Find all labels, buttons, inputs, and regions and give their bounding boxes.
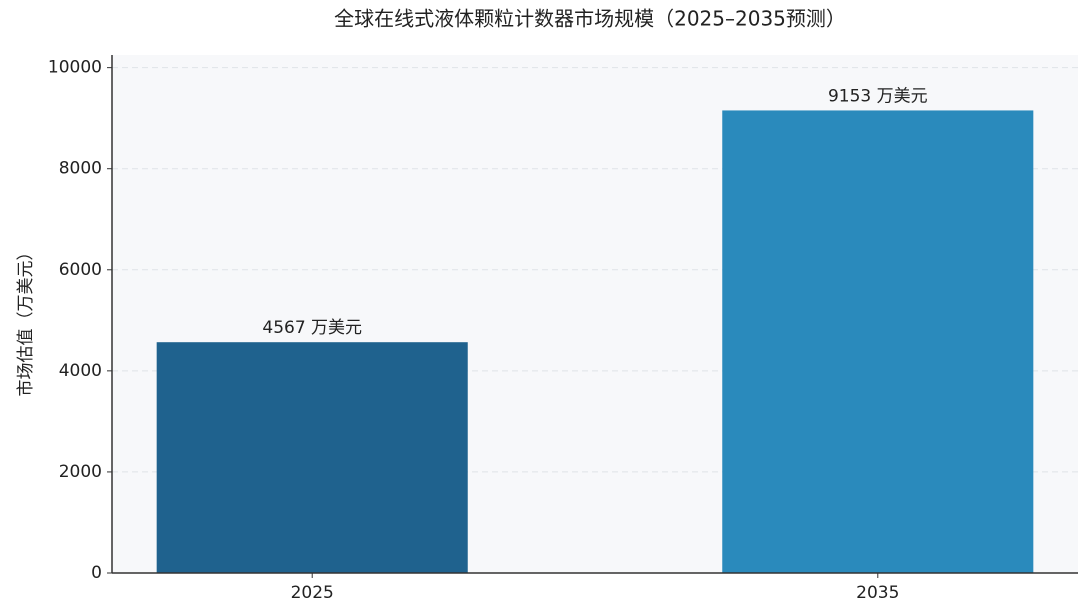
bar — [156, 342, 468, 573]
x-tick-label: 2035 — [856, 583, 899, 603]
y-axis-label: 市场估值（万美元） — [16, 244, 36, 397]
y-tick-label: 0 — [91, 563, 102, 583]
value-label: 9153 万美元 — [828, 86, 928, 106]
y-tick-label: 2000 — [59, 462, 102, 482]
value-label: 4567 万美元 — [262, 318, 362, 338]
x-tick-label: 2025 — [291, 583, 334, 603]
y-tick-label: 4000 — [59, 361, 102, 381]
chart-title: 全球在线式液体颗粒计数器市场规模（2025–2035预测） — [334, 7, 846, 31]
bar — [722, 110, 1034, 574]
y-tick-label: 8000 — [59, 159, 102, 179]
y-tick-label: 10000 — [48, 58, 102, 78]
plot: 4567 万美元 9153 万美元 — [112, 67, 1078, 574]
y-tick-label: 6000 — [59, 260, 102, 280]
